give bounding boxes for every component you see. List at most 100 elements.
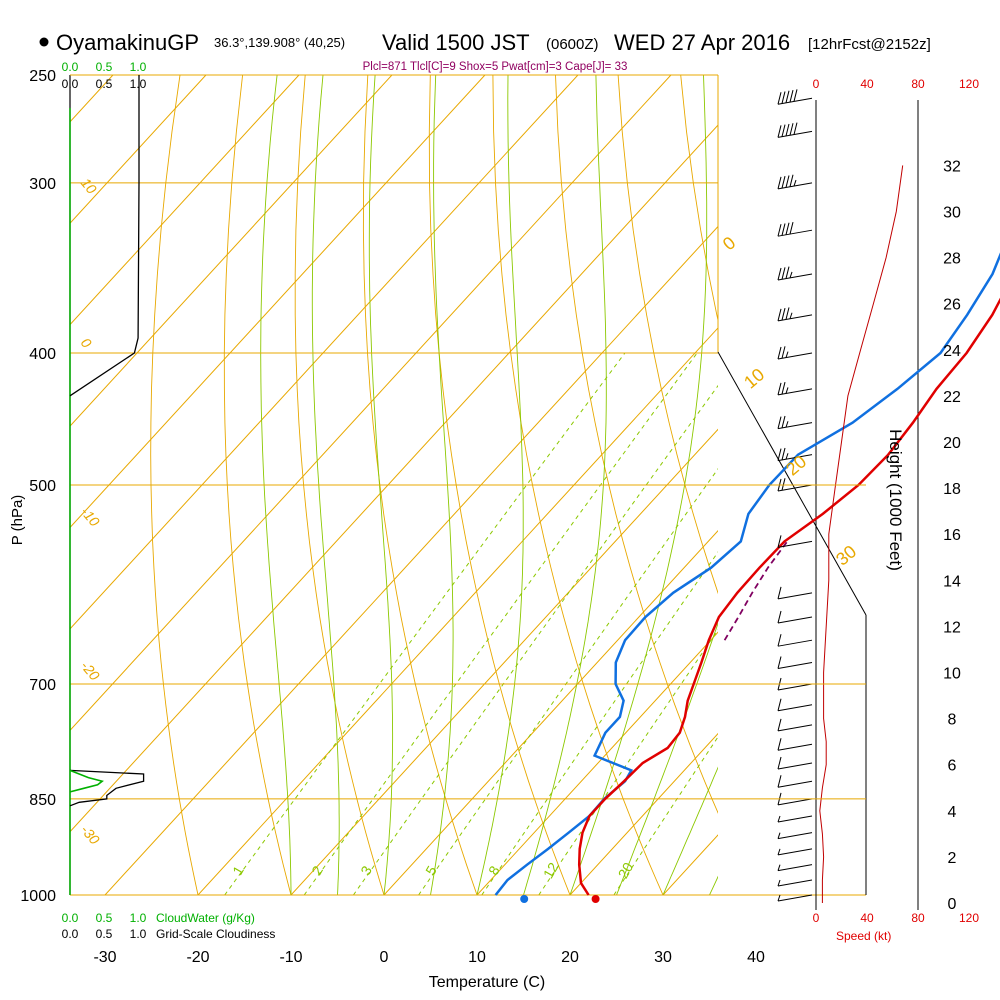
forecast-info: [12hrFcst@2152z]	[808, 36, 931, 53]
pressure-tick-label: 250	[29, 68, 56, 85]
isotherm-label: -30	[78, 822, 103, 848]
utc-time: (0600Z)	[546, 36, 599, 53]
dry-adiabat-line	[931, 75, 1000, 895]
pressure-tick-label: 1000	[20, 888, 56, 905]
temperature-tick-label: 20	[561, 949, 579, 966]
temperature-tick-label: -30	[93, 949, 116, 966]
cloudiness-tick-bottom: 0.5	[96, 927, 113, 941]
cloudwater-tick-bottom: 0.5	[96, 911, 113, 925]
speed-tick-label-top: 0	[813, 77, 820, 91]
wind-barb	[777, 756, 813, 770]
mixing-ratio-lines	[224, 352, 718, 895]
cloudwater-tick-bottom: 1.0	[130, 911, 147, 925]
pressure-tick-label: 500	[29, 478, 56, 495]
dry-adiabat-line	[428, 75, 571, 895]
speed-tick-label-top: 120	[959, 77, 979, 91]
isotherm-label: -20	[78, 658, 103, 684]
moist-adiabat-line	[569, 75, 708, 895]
wind-barb	[777, 718, 813, 732]
dry-adiabat-line	[362, 75, 478, 895]
wind-speed-profile-line	[819, 165, 904, 903]
cloudiness-line	[69, 75, 140, 397]
mixing-ratio-label: 1	[229, 863, 247, 878]
mixing-ratio-label: 12	[540, 859, 562, 881]
isotherm-line	[383, 530, 718, 895]
dry-adiabat-line	[150, 75, 199, 895]
isotherm-label: -10	[78, 504, 103, 530]
temperature-tick-label: 10	[468, 949, 486, 966]
moist-adiabat-line	[430, 75, 454, 895]
parcel-line	[723, 540, 789, 641]
temperature-tick-label: 40	[747, 949, 765, 966]
temperature-tick-labels: -30 -20 -10 0 10 20 30 40	[93, 949, 765, 966]
theta-label: 10	[740, 364, 768, 392]
dry-adiabat-line	[994, 75, 1000, 895]
theta-label: 30	[832, 541, 860, 569]
station-name: OyamakinuGP	[56, 30, 199, 55]
height-tick-label: 26	[943, 297, 961, 314]
pressure-tick-labels: 250 300 400 500 700 850 1000	[20, 68, 56, 905]
isotherm-label: 0	[78, 335, 95, 351]
mixing-ratio-line	[418, 468, 718, 895]
cloudwater-line	[69, 769, 104, 793]
wind-barb	[777, 610, 813, 624]
station-bullet-icon	[39, 37, 49, 47]
cloudiness-tick-top: 1.0	[130, 77, 147, 91]
mixing-ratio-line	[224, 352, 626, 895]
pressure-tick-label: 850	[29, 792, 56, 809]
mixing-ratio-line	[613, 736, 718, 895]
temperature-tick-label: 30	[654, 949, 672, 966]
station-location: 36.3°,139.908° (40,25)	[214, 35, 345, 50]
dry-adiabat-line	[680, 75, 718, 323]
wind-barb	[777, 815, 813, 823]
mixing-ratio-line	[352, 384, 718, 895]
dewpoint-line	[494, 252, 1000, 896]
stability-indices: Plcl=871 Tlcl[C]=9 Shox=5 Pwat[cm]=3 Cap…	[363, 61, 628, 73]
wind-barb	[777, 656, 813, 670]
cloudiness-label: Grid-Scale Cloudiness	[156, 927, 275, 941]
cloudiness-low-line	[69, 769, 145, 807]
height-tick-label: 22	[943, 389, 961, 406]
speed-axis-label: Speed (kt)	[836, 929, 891, 943]
cloudwater-tick-bottom: 0.0	[62, 911, 79, 925]
height-tick-label: 28	[943, 251, 961, 268]
wind-barbs	[777, 89, 813, 902]
speed-tick-label-bottom: 120	[959, 911, 979, 925]
wind-barb	[777, 879, 813, 887]
surface-dewpoint-dot	[520, 895, 529, 904]
wind-barb	[777, 415, 813, 430]
height-tick-label: 10	[943, 666, 961, 683]
cloudwater-tick-top: 0.0	[62, 60, 79, 74]
height-tick-label: 0	[948, 896, 957, 913]
temperature-tick-label: -20	[186, 949, 209, 966]
mixing-ratio-label: 3	[357, 863, 375, 878]
height-tick-label: 32	[943, 158, 961, 175]
isotherm-line	[70, 75, 300, 326]
dry-adiabat-line	[223, 75, 292, 895]
pressure-tick-label: 700	[29, 677, 56, 694]
valid-time: Valid 1500 JST	[382, 30, 530, 55]
mixing-ratio-line	[538, 629, 718, 895]
cloudiness-tick-top: 0.5	[96, 77, 113, 91]
mixing-ratio-line	[481, 551, 718, 895]
theta-label: 0	[719, 233, 740, 255]
moist-adiabat-line	[311, 75, 340, 895]
wind-barb	[777, 89, 813, 105]
temperature-tick-label: 0	[380, 949, 389, 966]
wind-barb	[777, 346, 813, 360]
y-axis-label: P (hPa)	[9, 495, 26, 546]
cloudwater-tick-top: 1.0	[130, 60, 147, 74]
wind-barb	[777, 382, 813, 396]
wind-barb	[777, 832, 813, 840]
surface-temperature-dot	[591, 895, 600, 904]
height-tick-label: 6	[948, 758, 957, 775]
height-tick-label: 24	[943, 343, 961, 360]
wind-barb	[777, 122, 813, 138]
wind-barb	[777, 848, 813, 856]
height-tick-label: 30	[943, 205, 961, 222]
mixing-ratio-label: 8	[485, 863, 503, 878]
speed-tick-label-bottom: 40	[860, 911, 874, 925]
mixing-ratio-label: 5	[422, 863, 440, 878]
